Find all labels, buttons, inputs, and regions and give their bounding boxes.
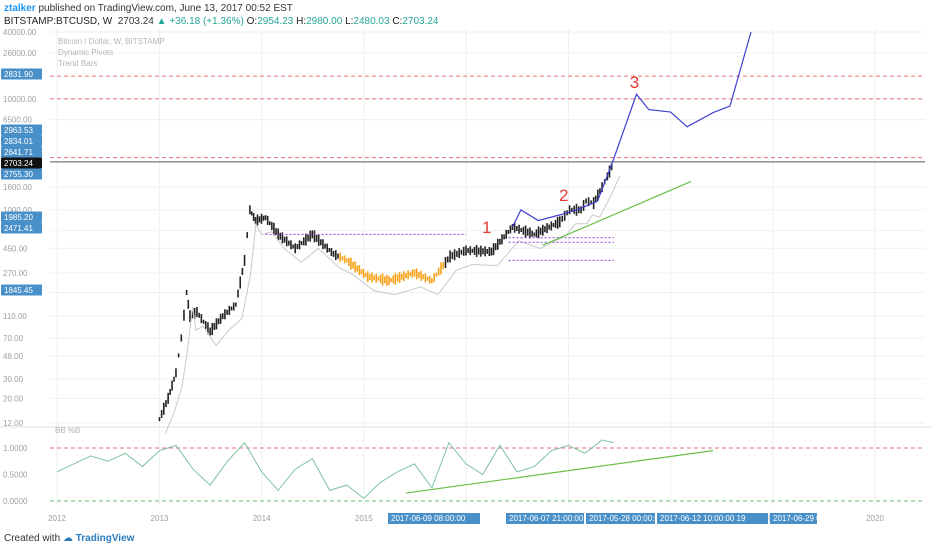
- y-tick-label: 48.00: [3, 352, 24, 361]
- x-tick-label: 2015: [355, 514, 373, 523]
- price-label: 2641.71: [4, 148, 33, 157]
- trend-line: [542, 180, 692, 246]
- price-label-bg: [1, 211, 42, 223]
- y-tick-label: 1600.00: [3, 183, 32, 192]
- close-label: C:: [392, 16, 403, 27]
- price-label: 2703.24: [4, 159, 33, 168]
- high-value: 2980.00: [306, 16, 343, 27]
- ohlc-line: BITSTAMP:BTCUSD, W 2703.24 ▲ +36.18 (+1.…: [4, 15, 439, 28]
- wave-annotation: 3: [630, 73, 639, 92]
- osc-tick-label: 0.0000: [3, 497, 28, 506]
- price-label-bg: [1, 157, 42, 169]
- wave-annotation: 1: [482, 218, 491, 237]
- open-value: 2954.23: [257, 16, 294, 27]
- indicator-pivots: Dynamic Pivots: [58, 48, 113, 57]
- x-tick-label: 2020: [866, 514, 884, 523]
- price-labels: 2831.90 2963.53 2834.01 2641.71 2703.24 2755.…: [1, 68, 42, 296]
- time-label: 2017-05-28 00:00:00: [589, 514, 664, 523]
- osc-trend-line: [406, 450, 713, 494]
- price-label-bg: [1, 284, 42, 296]
- axis-ticks: 40000.0026000.0010000.006500.001600.0010…: [3, 28, 884, 523]
- price-label-bg: [1, 168, 42, 180]
- time-label-bg: [770, 513, 817, 524]
- moving-average-line: [164, 175, 621, 434]
- time-label: 2017-06-07 21:00:00: [509, 514, 584, 523]
- x-tick-label: 2012: [48, 514, 66, 523]
- time-label-bg: [506, 513, 584, 524]
- symbol-label: BITSTAMP:BTCUSD, W: [4, 16, 113, 27]
- y-tick-label: 30.00: [3, 375, 24, 384]
- high-label: H:: [296, 16, 307, 27]
- last-price: 2703.24: [117, 16, 154, 27]
- oscillator-label: BB %B: [55, 426, 80, 435]
- created-with-text: Created with: [4, 533, 61, 544]
- price-label: 2834.01: [4, 137, 33, 146]
- time-label-bg: [586, 513, 655, 524]
- horizontal-lines: [50, 75, 925, 502]
- publish-info: published on TradingView.com, June 13, 2…: [38, 3, 293, 14]
- price-label-bg: [1, 124, 42, 136]
- price-label: 1845.45: [4, 286, 33, 295]
- osc-tick-label: 0.5000: [3, 471, 28, 480]
- time-label: 2017-06-09 08:00:00: [391, 514, 466, 523]
- y-tick-label: 270.00: [3, 269, 28, 278]
- time-label: 2017-06-12 10:00:00 19: [660, 514, 746, 523]
- price-label-bg: [1, 135, 42, 147]
- wave-annotation: 2: [559, 186, 568, 205]
- open-label: O:: [246, 16, 258, 27]
- price-label: 2755.30: [4, 170, 33, 179]
- y-tick-label: 20.00: [3, 394, 24, 403]
- low-label: L:: [345, 16, 354, 27]
- indicator-symbol: Bitcoin / Dollar, W, BITSTAMP: [58, 37, 165, 46]
- price-change: ▲ +36.18 (+1.36%): [156, 16, 244, 27]
- annotations: 1 2 3 2017-06-09 08:00:00 2017-06-07 21:00:0…: [388, 73, 848, 524]
- y-tick-label: 6500.00: [3, 116, 32, 125]
- osc-line: [56, 439, 614, 500]
- publish-line: ztalker published on TradingView.com, Ju…: [4, 2, 439, 15]
- price-label: 2471.41: [4, 224, 33, 233]
- x-tick-label: 2014: [253, 514, 271, 523]
- grid: [0, 28, 932, 505]
- price-label-bg: [1, 68, 42, 80]
- series-layer: [56, 31, 752, 500]
- time-label-bg: [657, 513, 768, 524]
- chart-header: ztalker published on TradingView.com, Ju…: [4, 2, 439, 28]
- author-link[interactable]: ztalker: [4, 3, 36, 14]
- x-tick-label: 2013: [151, 514, 169, 523]
- y-tick-label: 110.00: [3, 312, 27, 321]
- tradingview-brand[interactable]: TradingView: [75, 533, 135, 544]
- y-tick-label: 40000.00: [3, 28, 37, 37]
- price-label: 1985.20: [4, 213, 33, 222]
- y-tick-label: 70.00: [3, 334, 24, 343]
- price-label-bg: [1, 146, 42, 158]
- close-value: 2703.24: [402, 16, 439, 27]
- y-tick-label: 450.00: [3, 244, 28, 253]
- time-label: 2017-06-29 00:00:00: [773, 514, 848, 523]
- footer: Created with ☁ TradingView: [4, 533, 134, 544]
- y-tick-label: 10000.00: [3, 95, 37, 104]
- indicator-trend-bars: Trend Bars: [58, 59, 97, 68]
- time-label-bg: [388, 513, 480, 524]
- y-tick-label: 1000.00: [3, 206, 32, 215]
- osc-tick-label: 1.0000: [3, 444, 28, 453]
- tradingview-logo-icon: ☁: [62, 533, 73, 544]
- price-label: 2963.53: [4, 126, 33, 135]
- projection-line: [511, 31, 752, 228]
- price-label: 2831.90: [4, 70, 33, 79]
- low-value: 2480.03: [353, 16, 390, 27]
- price-label-bg: [1, 222, 42, 234]
- y-tick-label: 12.00: [3, 419, 24, 428]
- y-tick-label: 26000.00: [3, 49, 37, 58]
